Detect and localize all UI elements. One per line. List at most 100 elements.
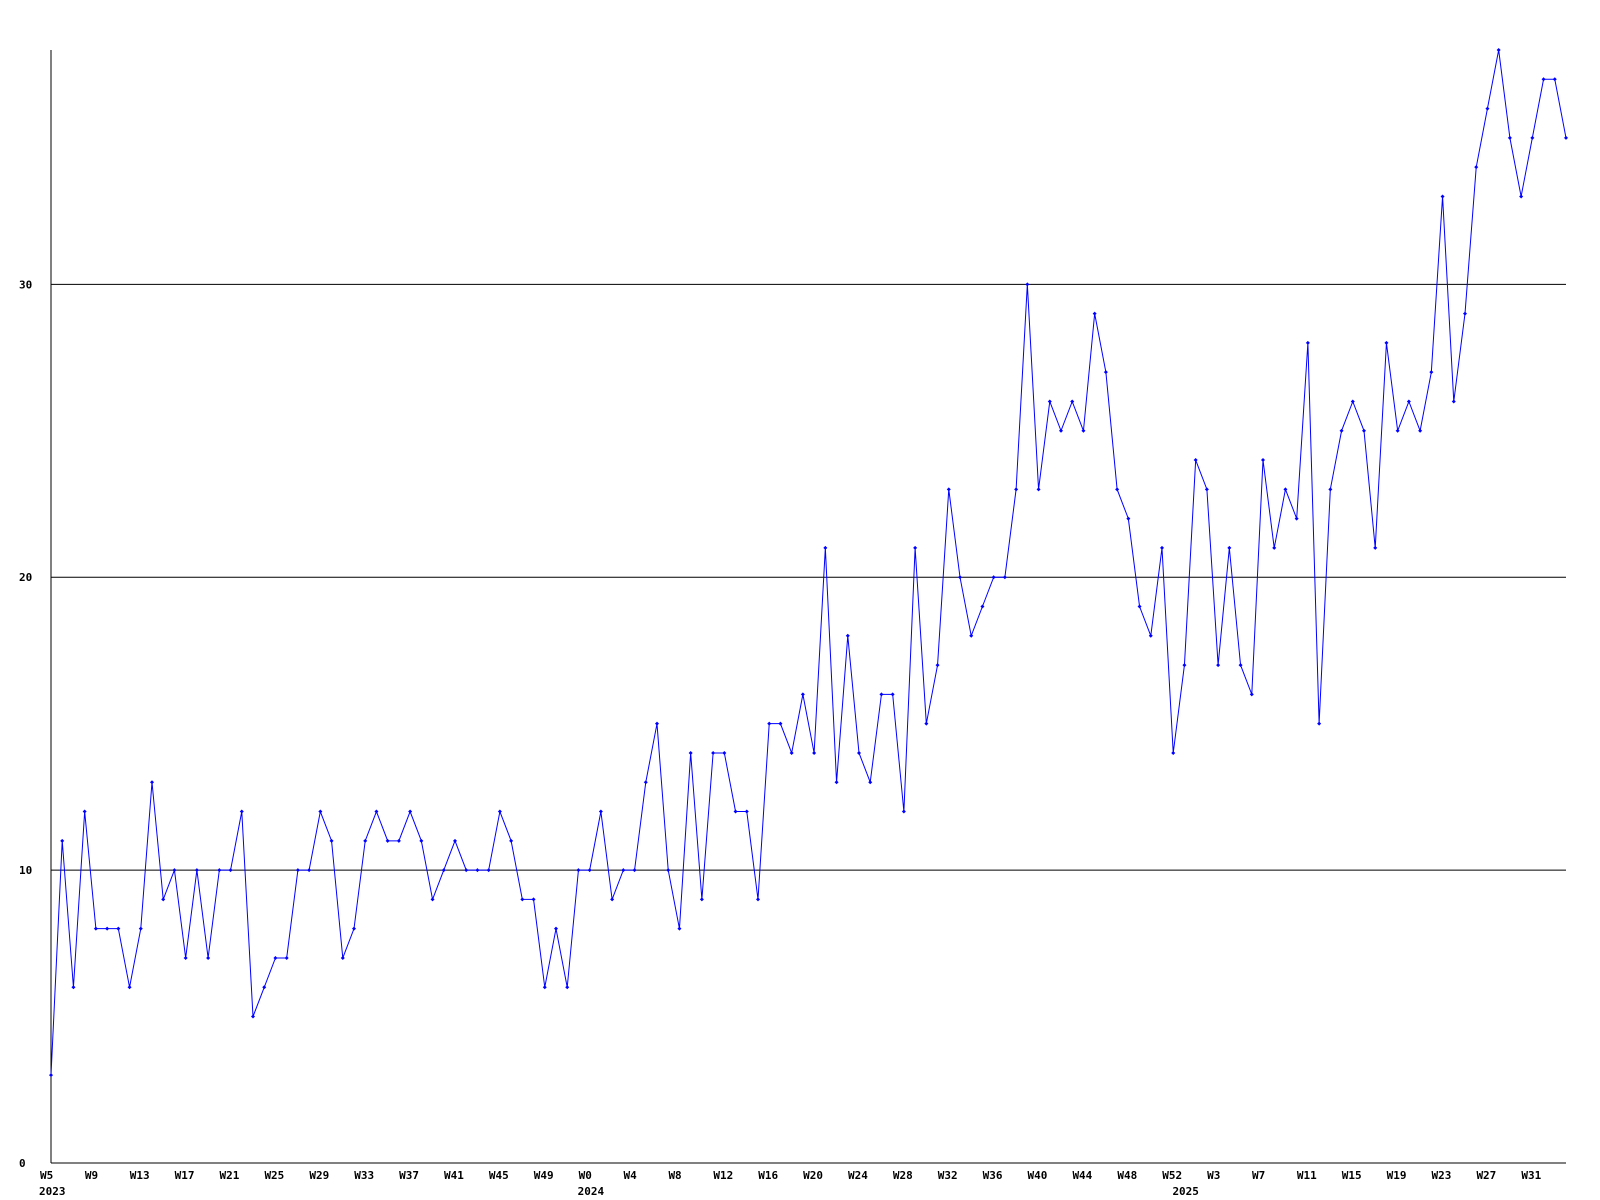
data-point: [901, 809, 906, 814]
data-point: [1227, 545, 1232, 550]
data-point: [1519, 194, 1524, 199]
data-point: [1294, 516, 1299, 521]
data-point: [1418, 428, 1423, 433]
year-label: 2023: [39, 1185, 66, 1198]
data-point: [610, 897, 615, 902]
data-point: [980, 604, 985, 609]
data-point: [352, 926, 356, 931]
x-tick-label: W3: [1207, 1169, 1220, 1182]
x-tick-label: W17: [175, 1169, 195, 1182]
series-line: [50, 49, 1567, 1076]
data-point: [1081, 428, 1086, 433]
data-point: [789, 750, 794, 755]
data-point: [565, 985, 570, 990]
axes: [50, 50, 1566, 1164]
data-point: [935, 663, 940, 668]
data-point: [1530, 135, 1535, 140]
data-point: [688, 750, 693, 755]
data-point: [1317, 721, 1322, 726]
x-tick-label: W11: [1297, 1169, 1317, 1182]
x-tick-label: W29: [309, 1169, 329, 1182]
x-tick-label: W25: [264, 1169, 284, 1182]
data-point: [1126, 516, 1131, 521]
data-point: [587, 868, 592, 873]
data-point: [408, 809, 413, 814]
data-point: [1406, 399, 1411, 404]
year-label: 2024: [578, 1185, 605, 1198]
x-tick-label: W21: [220, 1169, 240, 1182]
data-point: [632, 868, 637, 873]
data-point: [1305, 340, 1310, 345]
data-point: [1283, 487, 1288, 492]
data-point: [969, 633, 974, 638]
gridlines: [51, 283, 1566, 871]
y-tick-label: 10: [19, 864, 32, 877]
data-point: [150, 780, 154, 785]
data-point: [138, 926, 143, 931]
data-point: [127, 985, 132, 990]
data-point: [1541, 77, 1546, 82]
data-point: [1395, 428, 1400, 433]
data-point: [116, 926, 121, 931]
x-tick-label: W48: [1117, 1169, 1137, 1182]
data-point: [1463, 311, 1467, 316]
data-point: [1496, 48, 1501, 52]
data-point: [441, 868, 446, 873]
data-point: [1552, 77, 1557, 82]
data-point: [913, 545, 918, 550]
data-point: [217, 868, 222, 873]
data-point: [1193, 458, 1198, 463]
x-tick-label: W0: [579, 1169, 592, 1182]
data-point: [1362, 428, 1366, 433]
data-point: [509, 838, 514, 843]
data-point: [1115, 487, 1120, 492]
year-labels: 2023 2024 2025: [39, 1185, 1199, 1198]
x-tick-label: W19: [1387, 1169, 1407, 1182]
data-point: [385, 838, 390, 843]
data-point: [598, 809, 603, 814]
data-point: [1216, 663, 1221, 668]
data-point: [228, 868, 233, 873]
x-tick-label: W27: [1476, 1169, 1496, 1182]
data-point: [744, 809, 749, 814]
x-tick-label: W24: [848, 1169, 868, 1182]
x-tick-label: W8: [668, 1169, 681, 1182]
data-point: [868, 780, 873, 785]
data-point: [991, 575, 996, 580]
data-point: [464, 868, 469, 873]
data-point: [520, 897, 525, 902]
data-point: [823, 545, 828, 550]
data-point: [1182, 663, 1187, 668]
data-point: [453, 838, 457, 843]
y-tick-label: 20: [19, 571, 32, 584]
data-point: [93, 926, 98, 931]
x-tick-label: W23: [1432, 1169, 1452, 1182]
data-point: [1451, 399, 1456, 404]
data-point: [105, 926, 110, 931]
y-tick-label: 0: [19, 1157, 26, 1170]
x-tick-label: W5: [40, 1169, 53, 1182]
data-point: [812, 750, 817, 755]
data-point: [1171, 750, 1176, 755]
data-point: [183, 955, 188, 960]
data-point: [497, 809, 502, 814]
data-point: [340, 955, 345, 960]
x-tick-label: W16: [758, 1169, 778, 1182]
data-point: [756, 897, 760, 902]
data-point: [1047, 399, 1052, 404]
data-point: [767, 721, 772, 726]
data-point: [172, 868, 177, 873]
data-point: [475, 868, 480, 873]
x-tick-label: W49: [534, 1169, 554, 1182]
data-point: [486, 868, 491, 873]
data-point: [1002, 575, 1007, 580]
x-tick-label: W41: [444, 1169, 464, 1182]
x-tick-label: W33: [354, 1169, 374, 1182]
data-point: [879, 692, 884, 697]
data-point: [1350, 399, 1355, 404]
data-point: [621, 868, 626, 873]
data-point: [924, 721, 929, 726]
data-point: [1014, 487, 1019, 492]
data-point: [1564, 135, 1568, 140]
